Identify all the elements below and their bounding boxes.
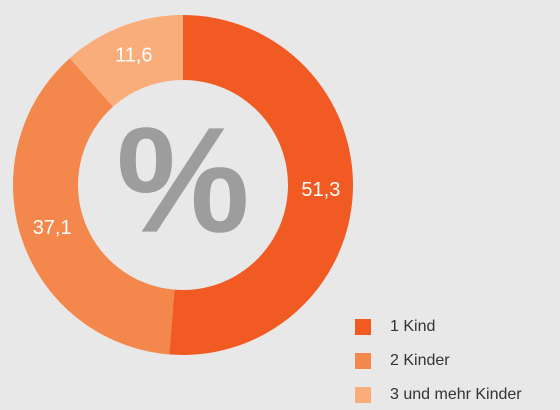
value-label: 51,3	[301, 179, 340, 201]
legend-swatch	[355, 353, 371, 369]
center-label: %	[116, 96, 249, 264]
legend-label: 2 Kinder	[390, 352, 450, 369]
donut-segment	[69, 14, 183, 107]
legend-swatch	[355, 387, 371, 403]
donut-segment	[13, 58, 175, 355]
donut-segment	[169, 15, 354, 356]
legend-label: 3 und mehr Kinder	[390, 386, 522, 403]
value-label: 11,6	[115, 44, 152, 66]
value-label: 37,1	[33, 217, 72, 239]
legend-label: 1 Kind	[390, 318, 435, 335]
legend-swatch	[355, 319, 371, 335]
